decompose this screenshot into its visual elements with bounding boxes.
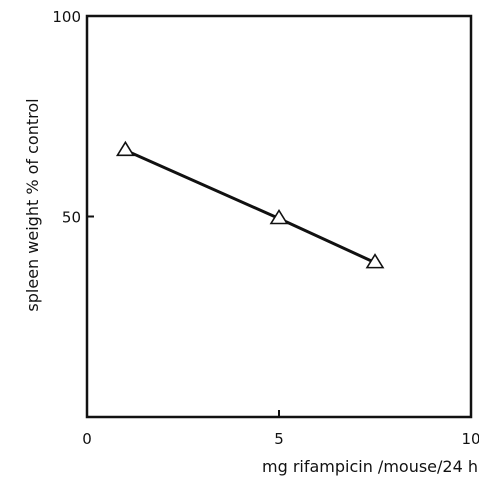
y-axis-title: spleen weight % of control xyxy=(23,98,42,311)
x-axis-title: mg rifampicin /mouse/24 h xyxy=(262,457,478,476)
x-tick-label: 10 xyxy=(461,430,479,448)
data-point-marker xyxy=(269,208,289,225)
data-point-marker xyxy=(365,253,385,269)
y-tick-label: 100 xyxy=(52,8,81,26)
x-tick-label: 5 xyxy=(274,430,284,448)
data-point-marker xyxy=(115,140,135,157)
series-line xyxy=(124,148,376,264)
x-tick-label: 0 xyxy=(82,430,92,448)
y-tick-label: 50 xyxy=(62,209,81,227)
